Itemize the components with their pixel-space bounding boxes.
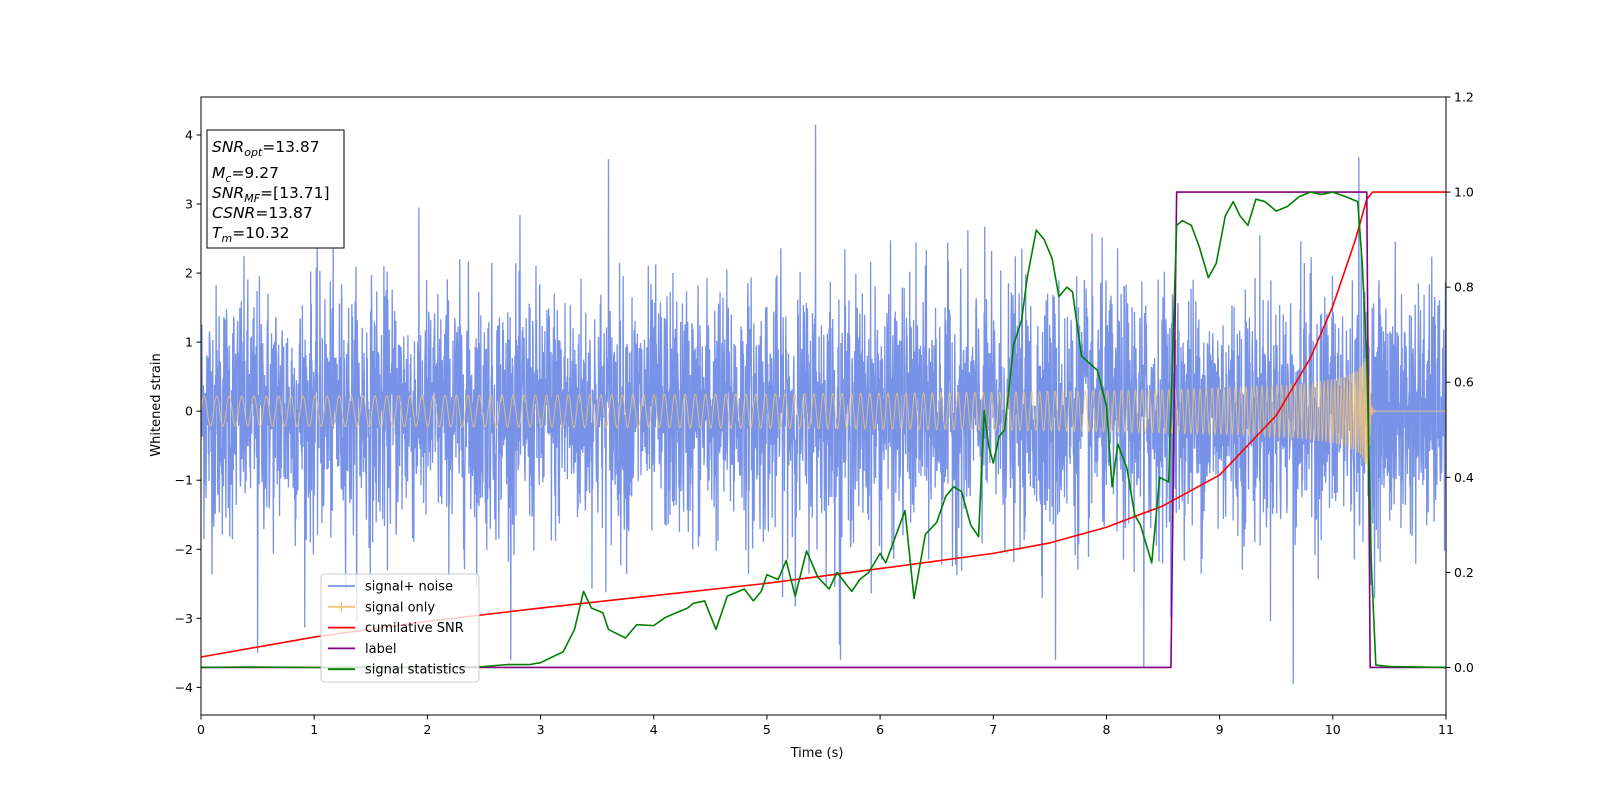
y-axis-right: 0.0 0.2 0.4 0.6 0.8 1.0 1.2 [1446, 90, 1474, 675]
series-line-signal-only [201, 341, 1446, 484]
legend: signal+ noise signal only cumilative SNR la… [320, 573, 480, 683]
series-line-signal-statistics [201, 191, 1446, 669]
y-right-tick-label: 1.2 [1454, 90, 1474, 105]
x-tick-label: 10 [1325, 722, 1341, 737]
info-box-frame [206, 129, 345, 249]
y-tick-label: 4 [185, 127, 193, 142]
x-axis-title: Time (s) [790, 746, 844, 761]
x-tick-label: 8 [1102, 722, 1110, 737]
y-right-tick-label: 0.4 [1454, 470, 1474, 485]
y-axis-title: Whitened strain [149, 353, 164, 456]
legend-label: label [365, 642, 396, 657]
x-tick-label: 4 [650, 722, 658, 737]
y-right-tick-label: 0.0 [1454, 660, 1474, 675]
y-axis-left: −4 −3 −2 −1 0 1 2 3 4 [175, 127, 201, 695]
y-tick-label: 2 [185, 266, 193, 281]
x-tick-label: 3 [537, 722, 545, 737]
y-right-tick-label: 1.0 [1454, 185, 1474, 200]
legend-label: signal only [365, 600, 435, 615]
x-tick-label: 9 [1216, 722, 1224, 737]
legend-label: signal+ noise [365, 580, 453, 595]
y-right-tick-label: 0.6 [1454, 375, 1474, 390]
y-tick-label: −2 [175, 542, 193, 557]
y-right-tick-label: 0.2 [1454, 565, 1474, 580]
axes-frame [200, 96, 1447, 716]
x-tick-label: 7 [989, 722, 997, 737]
x-tick-label: 6 [876, 722, 884, 737]
info-line: Tm=10.32 [212, 224, 290, 245]
plot-area [201, 124, 1446, 684]
x-tick-label: 5 [763, 722, 771, 737]
x-tick-label: 11 [1438, 722, 1454, 737]
info-line: SNRMF=[13.71] [212, 184, 330, 205]
info-box: SNRopt=13.87 Mc=9.27SNRMF=[13.71]CSNR=13.… [206, 129, 345, 249]
info-line: Mc=9.27 [212, 164, 279, 185]
y-tick-label: −4 [175, 680, 193, 695]
info-line: SNRopt=13.87 [212, 138, 320, 159]
legend-frame [320, 573, 480, 683]
legend-label: cumilative SNR [365, 621, 464, 636]
y-tick-label: 1 [185, 335, 193, 350]
x-tick-label: 2 [423, 722, 431, 737]
series-line-signal-noise [201, 124, 1446, 684]
y-tick-label: 3 [185, 197, 193, 212]
legend-label: signal statistics [365, 663, 466, 678]
x-tick-label: 0 [197, 722, 205, 737]
series-line-label [201, 191, 1446, 669]
x-axis: 0 1 2 3 4 5 6 7 8 9 10 11 [197, 715, 1454, 737]
y-right-tick-label: 0.8 [1454, 280, 1474, 295]
y-tick-label: −3 [175, 611, 193, 626]
x-tick-label: 1 [310, 722, 318, 737]
info-line: CSNR=13.87 [212, 204, 313, 222]
plot-frame [200, 96, 1447, 716]
y-tick-label: −1 [175, 473, 193, 488]
y-tick-label: 0 [185, 404, 193, 419]
